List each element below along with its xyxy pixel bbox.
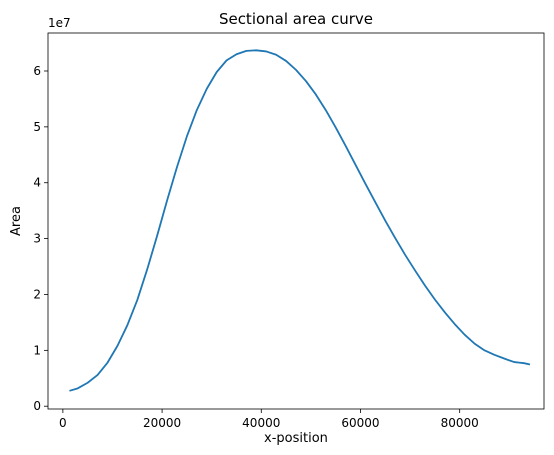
- y-tick-label: 4: [33, 176, 41, 190]
- axis-ticks: 0 20000 40000 60000 80000 0 1 2 3 4 5 6: [33, 64, 478, 430]
- y-offset-text: 1e7: [48, 16, 71, 30]
- x-tick-label: 0: [59, 416, 67, 430]
- y-tick-label: 5: [33, 120, 41, 134]
- x-tick-label: 20000: [143, 416, 181, 430]
- y-tick-label: 0: [33, 399, 41, 413]
- x-tick-label: 80000: [441, 416, 479, 430]
- y-tick-label: 1: [33, 343, 41, 357]
- plot-area: [69, 49, 531, 392]
- x-tick-label: 60000: [341, 416, 379, 430]
- y-tick-label: 3: [33, 232, 41, 246]
- y-axis-label: Area: [9, 206, 24, 236]
- y-tick-label: 2: [33, 287, 41, 301]
- chart-title: Sectional area curve: [219, 10, 373, 28]
- y-tick-label: 6: [33, 64, 41, 78]
- area-series-line: [69, 49, 531, 392]
- x-axis-label: x-position: [264, 431, 328, 446]
- axes-frame: [47, 32, 545, 410]
- x-tick-label: 40000: [242, 416, 280, 430]
